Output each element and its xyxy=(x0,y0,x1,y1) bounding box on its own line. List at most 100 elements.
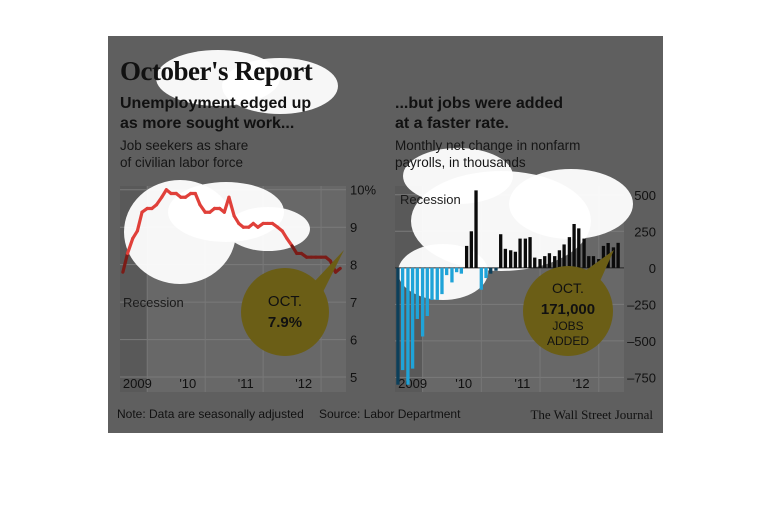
right-y-tick-label: –500 xyxy=(627,334,656,349)
payroll-bar xyxy=(547,253,552,268)
payroll-bar xyxy=(577,228,581,268)
left-callout-text: OCT. xyxy=(268,293,302,310)
left-callout-bubble xyxy=(241,268,329,356)
payroll-bar xyxy=(611,247,616,268)
left-headline-line-1: Unemployment edged up xyxy=(120,95,312,112)
highlight-blob xyxy=(403,148,513,204)
right-y-tick-label: 0 xyxy=(649,261,656,276)
payroll-bar xyxy=(489,267,493,274)
payroll-bar xyxy=(616,242,620,268)
payroll-bar xyxy=(533,257,537,268)
payroll-bar xyxy=(528,237,532,268)
left-y-tick-label: 6 xyxy=(350,333,357,348)
right-recession-label: Recession xyxy=(400,192,461,207)
report-title: October's Report xyxy=(120,56,313,86)
footer-note: Note: Data are seasonally adjusted xyxy=(117,407,304,421)
payroll-bar xyxy=(469,231,473,268)
payroll-bar xyxy=(513,251,518,268)
payroll-bar xyxy=(572,223,576,268)
payroll-bar xyxy=(406,267,410,385)
left-callout-pointer xyxy=(314,250,344,294)
payroll-bar xyxy=(503,248,508,268)
payroll-bar xyxy=(454,267,459,273)
payroll-bar xyxy=(445,267,449,276)
payroll-bar xyxy=(430,267,434,300)
highlight-blob xyxy=(222,58,338,114)
payroll-bar xyxy=(464,245,469,268)
left-x-tick-label: 2009 xyxy=(123,376,152,391)
right-y-tick-label: –750 xyxy=(627,370,656,385)
right-headline-line-2: at a faster rate. xyxy=(395,115,509,132)
right-callout-bubble xyxy=(523,266,613,356)
payroll-bar xyxy=(518,238,522,268)
left-y-tick-label: 9 xyxy=(350,220,357,235)
payroll-bar xyxy=(484,267,488,279)
left-y-tick-label: 10% xyxy=(350,183,376,198)
payroll-bar xyxy=(415,267,419,319)
right-y-tick-label: 250 xyxy=(634,224,656,239)
right-callout-text: JOBS xyxy=(552,319,583,333)
payroll-bar xyxy=(400,267,405,371)
payroll-bar xyxy=(425,267,429,317)
left-subhead-line-2: of civilian labor force xyxy=(120,155,244,170)
payroll-bar xyxy=(509,250,513,268)
payroll-bar xyxy=(538,259,542,268)
left-y-tick-label: 8 xyxy=(350,258,357,273)
payroll-bar xyxy=(499,234,503,268)
right-subhead-line-2: payrolls, in thousands xyxy=(395,155,526,170)
right-callout-text: OCT. xyxy=(552,280,584,296)
payroll-bar xyxy=(420,267,425,337)
unemployment-line-segment xyxy=(125,236,135,256)
right-x-tick-label: '12 xyxy=(573,376,590,391)
payroll-bar xyxy=(567,237,572,268)
payroll-bar xyxy=(523,238,528,268)
right-x-tick-label: 2009 xyxy=(398,376,427,391)
right-chart-subhead: Monthly net change in nonfarm payrolls, … xyxy=(395,137,580,171)
right-y-tick-label: –250 xyxy=(627,297,656,312)
payroll-bar xyxy=(474,190,478,268)
payroll-bar xyxy=(553,256,557,268)
left-y-tick-label: 5 xyxy=(350,370,357,385)
highlight-blob xyxy=(509,169,633,239)
chart-panel: Recession 10% 9 8 7 6 5 2009 '10 '11 '12 500 250 0 –25… xyxy=(120,50,656,392)
unemployment-line-segment xyxy=(227,195,236,218)
left-chart-subhead: Job seekers as share of civilian labor f… xyxy=(120,137,248,171)
payroll-bar xyxy=(479,267,483,290)
payroll-bar xyxy=(435,267,439,300)
payroll-bar xyxy=(494,267,498,271)
payroll-bar xyxy=(587,256,591,268)
left-x-tick-label: '12 xyxy=(295,376,312,391)
payroll-bar xyxy=(591,256,596,268)
payroll-bar xyxy=(543,256,547,268)
right-x-tick-label: '10 xyxy=(455,376,472,391)
payroll-bar xyxy=(601,245,606,268)
payroll-bar xyxy=(562,244,566,268)
left-chart-headline: Unemployment edged up as more sought wor… xyxy=(120,94,311,134)
left-subhead-line-1: Job seekers as share xyxy=(120,138,249,153)
unemployment-line-segment xyxy=(121,251,130,274)
payroll-bar xyxy=(459,267,464,274)
left-callout-value: 7.9% xyxy=(268,314,302,331)
left-y-tick-label: 7 xyxy=(350,295,357,310)
right-callout-text: ADDED xyxy=(547,334,589,348)
payroll-bar xyxy=(450,267,454,283)
footer-source: Source: Labor Department xyxy=(319,407,461,421)
highlight-blob xyxy=(226,207,310,251)
left-headline-line-2: as more sought work... xyxy=(120,115,295,132)
payroll-bar xyxy=(410,267,415,369)
left-x-tick-label: '11 xyxy=(238,376,254,391)
right-chart-headline: ...but jobs were added at a faster rate. xyxy=(395,94,563,134)
payroll-bar xyxy=(557,250,562,268)
unemployment-line-segment xyxy=(135,210,144,233)
unemployment-line-segment xyxy=(193,191,202,207)
right-headline-line-1: ...but jobs were added xyxy=(395,95,564,112)
left-recession-label: Recession xyxy=(123,295,184,310)
payroll-bar xyxy=(396,267,400,385)
right-subhead-line-1: Monthly net change in nonfarm xyxy=(395,138,581,153)
unemployment-line-segment xyxy=(333,266,342,274)
payroll-bar xyxy=(582,238,586,268)
publisher-credit: The Wall Street Journal xyxy=(530,407,653,422)
chart-card: Recession 10% 9 8 7 6 5 2009 '10 '11 '12 500 250 0 –25… xyxy=(108,36,663,433)
right-y-tick-label: 500 xyxy=(634,188,656,203)
right-x-tick-label: '11 xyxy=(514,376,530,391)
